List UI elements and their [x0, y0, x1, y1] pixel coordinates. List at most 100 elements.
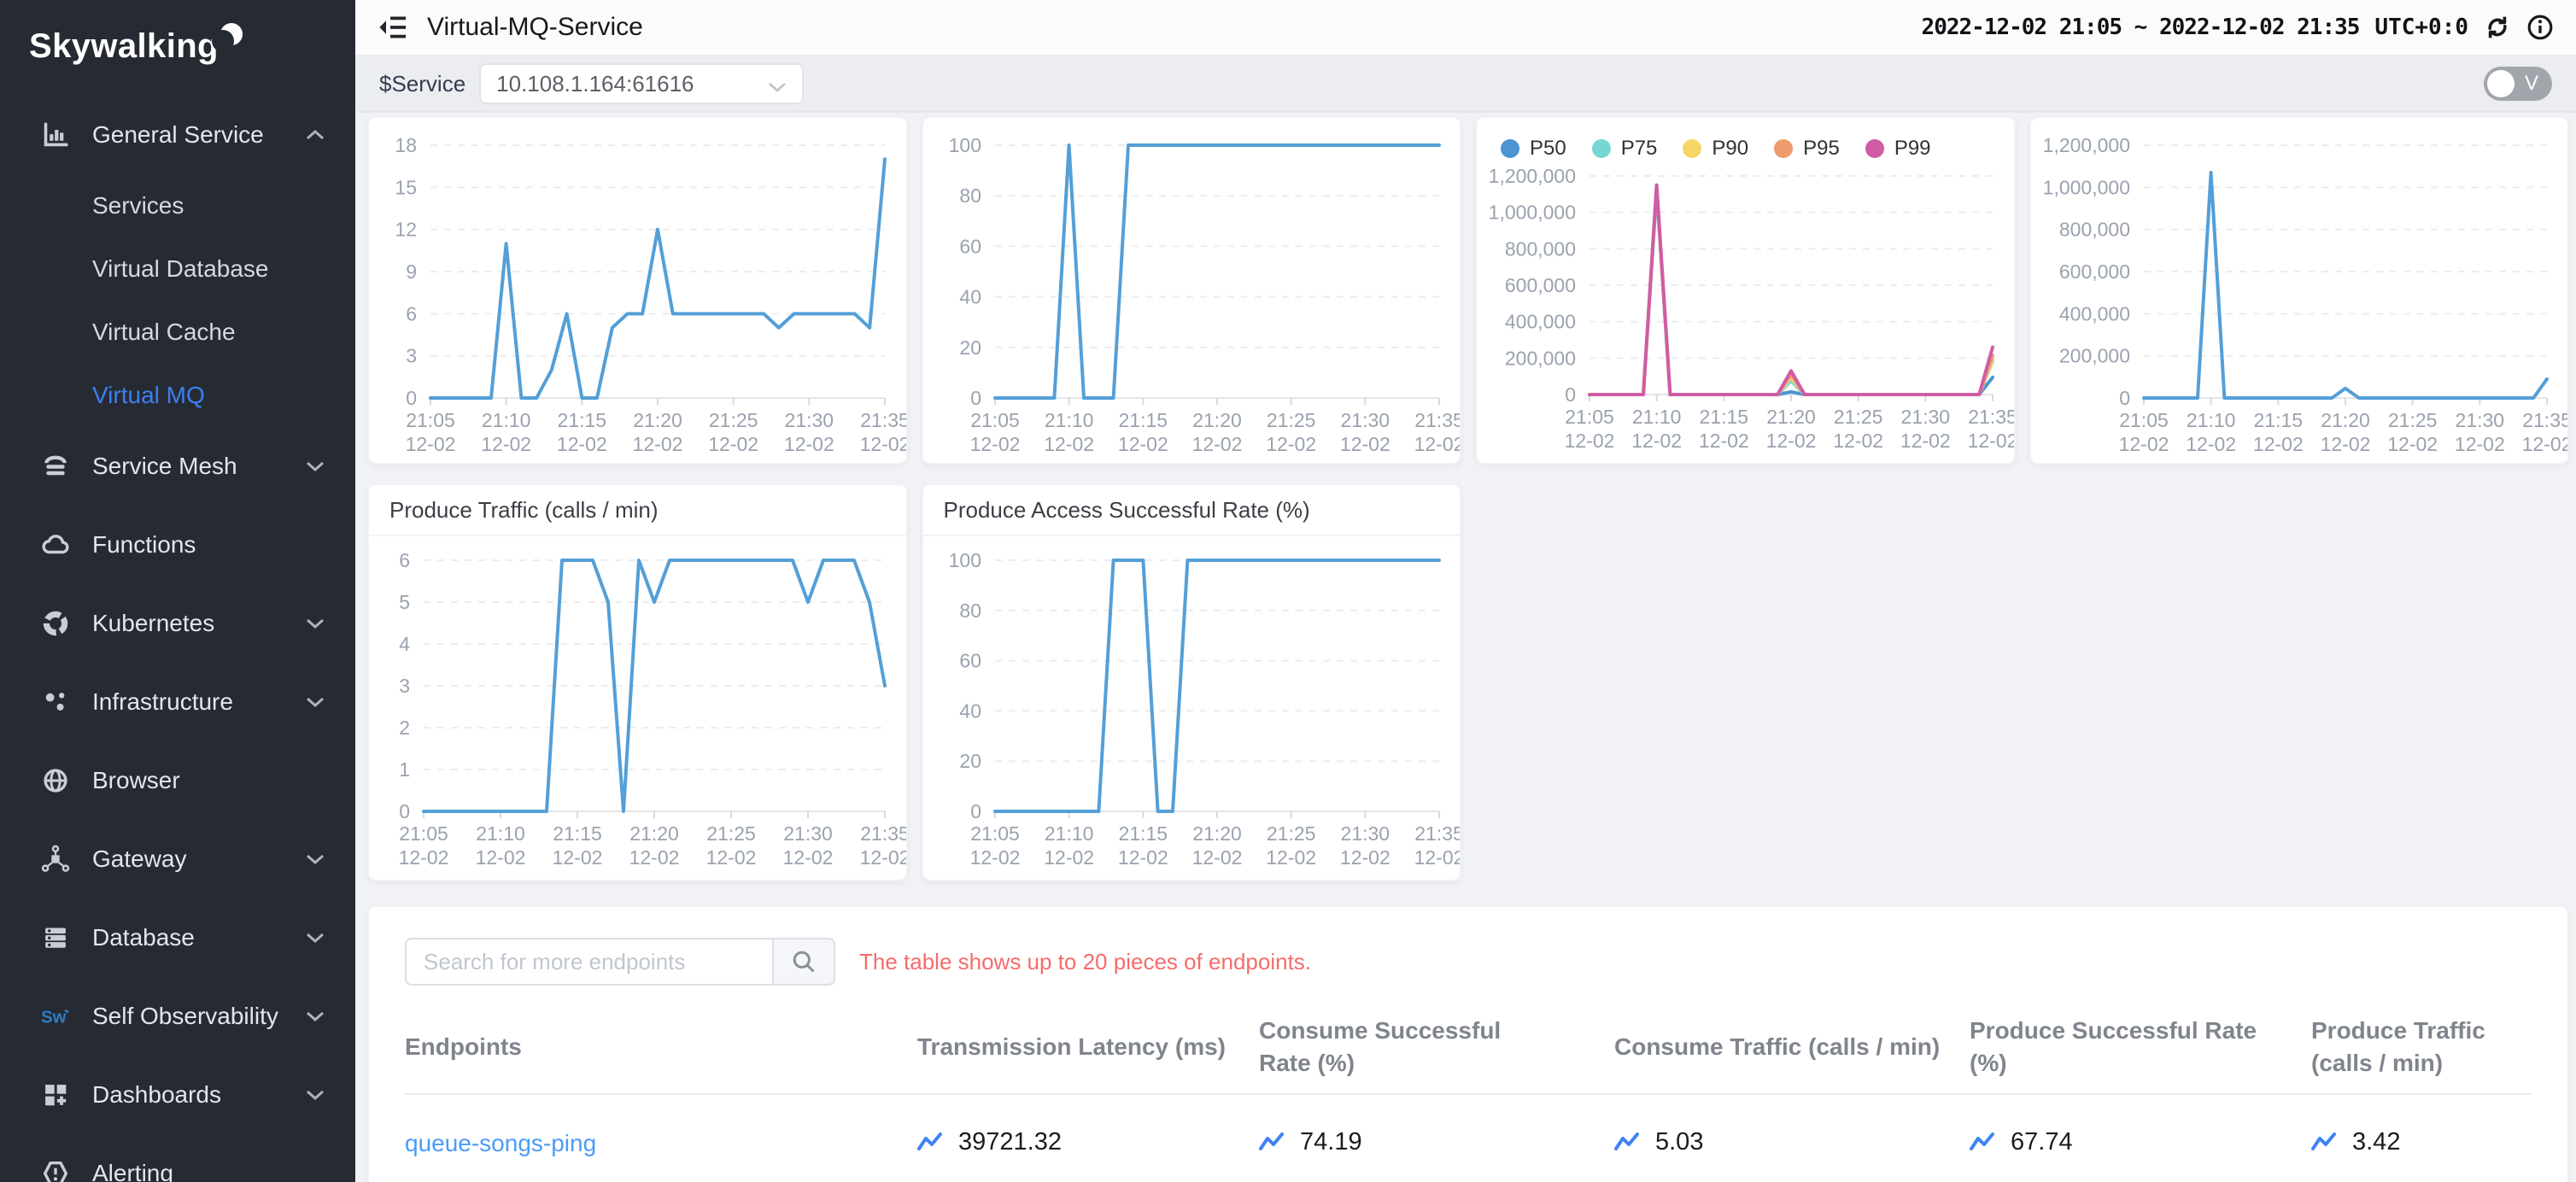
trend-line-icon: [917, 1132, 943, 1152]
refresh-icon[interactable]: [2484, 14, 2511, 41]
toggle-label: V: [2524, 72, 2538, 95]
svg-text:21:15: 21:15: [1118, 822, 1168, 845]
svg-text:12-02: 12-02: [1766, 430, 1817, 452]
svg-text:0: 0: [970, 387, 981, 409]
sidebar-item-virtual-database[interactable]: Virtual Database: [0, 237, 355, 301]
metric-cell: 3.42: [2311, 1128, 2532, 1156]
svg-text:12-02: 12-02: [1266, 846, 1316, 869]
svg-text:12-02: 12-02: [1044, 433, 1094, 455]
sidebar-item-virtual-mq[interactable]: Virtual MQ: [0, 364, 355, 427]
svg-text:12-02: 12-02: [1191, 846, 1242, 869]
dashboard-grid-icon: [41, 1080, 70, 1109]
sidebar-item-alerting[interactable]: Alerting: [0, 1134, 355, 1182]
svg-text:0: 0: [406, 387, 417, 409]
svg-text:21:15: 21:15: [2253, 409, 2303, 431]
svg-text:12-02: 12-02: [1339, 846, 1390, 869]
info-icon[interactable]: [2526, 14, 2554, 41]
svg-text:12-02: 12-02: [1117, 846, 1168, 869]
endpoint-link[interactable]: queue-songs-ping: [405, 1129, 597, 1156]
time-range[interactable]: 2022-12-02 21:05 ~ 2022-12-02 21:35: [1921, 15, 2361, 40]
sidebar-item-self-observability[interactable]: Sw Self Observability: [0, 977, 355, 1056]
svg-text:1,000,000: 1,000,000: [1489, 202, 1576, 224]
sidebar-item-kubernetes[interactable]: Kubernetes: [0, 584, 355, 663]
svg-text:21:05: 21:05: [970, 409, 1020, 431]
sidebar-item-label: Browser: [92, 767, 180, 793]
svg-text:12-02: 12-02: [557, 433, 607, 455]
svg-text:12-02: 12-02: [969, 846, 1020, 869]
moon-icon: [211, 23, 243, 52]
sidebar-item-database[interactable]: Database: [0, 898, 355, 977]
svg-text:21:20: 21:20: [1192, 409, 1242, 431]
svg-text:20: 20: [959, 750, 981, 772]
dots-cluster-icon: [41, 688, 70, 717]
line-chart: 0 200,000 400,000 600,000 800,000 1,000,000 1,…: [2031, 118, 2567, 463]
legend-dot: [1683, 139, 1702, 158]
sidebar-item-infrastructure[interactable]: Infrastructure: [0, 663, 355, 741]
chart-icon: [41, 120, 70, 149]
legend-item[interactable]: P99: [1865, 137, 1931, 161]
chevron-down-icon: [768, 68, 787, 100]
line-chart: 0 3 6 9 12 15 18 21:05 12-02 21:10 12-02 21:15 12-02…: [369, 118, 906, 463]
sidebar-item-browser[interactable]: Browser: [0, 741, 355, 820]
svg-text:21:15: 21:15: [553, 822, 602, 845]
svg-text:21:30: 21:30: [785, 409, 834, 431]
sidebar-item-label: Service Mesh: [92, 453, 237, 479]
chevron-down-icon: [306, 460, 325, 472]
svg-text:12-02: 12-02: [708, 433, 758, 455]
metric-value: 67.74: [2011, 1127, 2073, 1156]
chevron-down-icon: [306, 696, 325, 708]
service-select[interactable]: 10.108.1.164:61616: [479, 63, 805, 104]
legend-item[interactable]: P90: [1683, 137, 1748, 161]
svg-text:12-02: 12-02: [1414, 846, 1460, 869]
svg-text:1,200,000: 1,200,000: [2042, 134, 2129, 156]
cloud-icon: [41, 530, 70, 559]
svg-text:21:10: 21:10: [476, 822, 525, 845]
svg-text:12-02: 12-02: [1044, 846, 1094, 869]
sidebar-item-general-service[interactable]: General Service: [0, 96, 355, 174]
svg-text:100: 100: [948, 549, 981, 571]
alert-hexagon-icon: [41, 1159, 70, 1182]
svg-text:800,000: 800,000: [1505, 237, 1576, 260]
sidebar-item-dashboards[interactable]: Dashboards: [0, 1056, 355, 1134]
svg-text:21:20: 21:20: [2321, 409, 2370, 431]
sidebar-item-label: Kubernetes: [92, 610, 215, 636]
svg-text:21:10: 21:10: [1044, 409, 1093, 431]
svg-text:12-02: 12-02: [860, 433, 906, 455]
search-button[interactable]: [772, 938, 835, 986]
sidebar-item-service-mesh[interactable]: Service Mesh: [0, 427, 355, 506]
trend-line-icon: [1259, 1132, 1285, 1152]
svg-text:0: 0: [399, 800, 410, 822]
legend-item[interactable]: P75: [1591, 137, 1657, 161]
svg-text:12-02: 12-02: [969, 433, 1020, 455]
sidebar-fold-icon[interactable]: [378, 15, 408, 40]
column-header: Transmission Latency (ms): [917, 1033, 1227, 1060]
column-header: Endpoints: [405, 1033, 522, 1060]
gateway-network-icon: [41, 845, 70, 874]
svg-text:6: 6: [406, 302, 417, 325]
sidebar-item-services[interactable]: Services: [0, 174, 355, 237]
sidebar-item-virtual-cache[interactable]: Virtual Cache: [0, 301, 355, 364]
view-toggle[interactable]: V: [2484, 67, 2552, 101]
metric-value: 5.03: [1655, 1127, 1704, 1156]
chevron-down-icon: [306, 617, 325, 629]
svg-text:12-02: 12-02: [1631, 430, 1682, 452]
endpoints-table-card: The table shows up to 20 pieces of endpo…: [367, 905, 2569, 1182]
svg-text:21:20: 21:20: [633, 409, 682, 431]
main-area: Virtual-MQ-Service 2022-12-02 21:05 ~ 20…: [355, 0, 2576, 1182]
sidebar-item-functions[interactable]: Functions: [0, 506, 355, 584]
table-limit-note: The table shows up to 20 pieces of endpo…: [859, 948, 1312, 974]
svg-text:21:05: 21:05: [399, 822, 448, 845]
svg-text:21:30: 21:30: [1340, 822, 1390, 845]
globe-icon: [41, 766, 70, 795]
legend-item[interactable]: P95: [1774, 137, 1840, 161]
svg-text:12-02: 12-02: [633, 433, 683, 455]
svg-text:12-02: 12-02: [2252, 433, 2303, 455]
endpoint-search-input[interactable]: [405, 938, 772, 986]
legend-item[interactable]: P50: [1501, 137, 1566, 161]
svg-text:12-02: 12-02: [476, 846, 526, 869]
svg-text:21:15: 21:15: [558, 409, 607, 431]
timezone-label: UTC+0:0: [2374, 15, 2468, 40]
svg-text:100: 100: [948, 134, 981, 156]
sidebar-item-gateway[interactable]: Gateway: [0, 820, 355, 898]
chevron-down-icon: [306, 932, 325, 944]
